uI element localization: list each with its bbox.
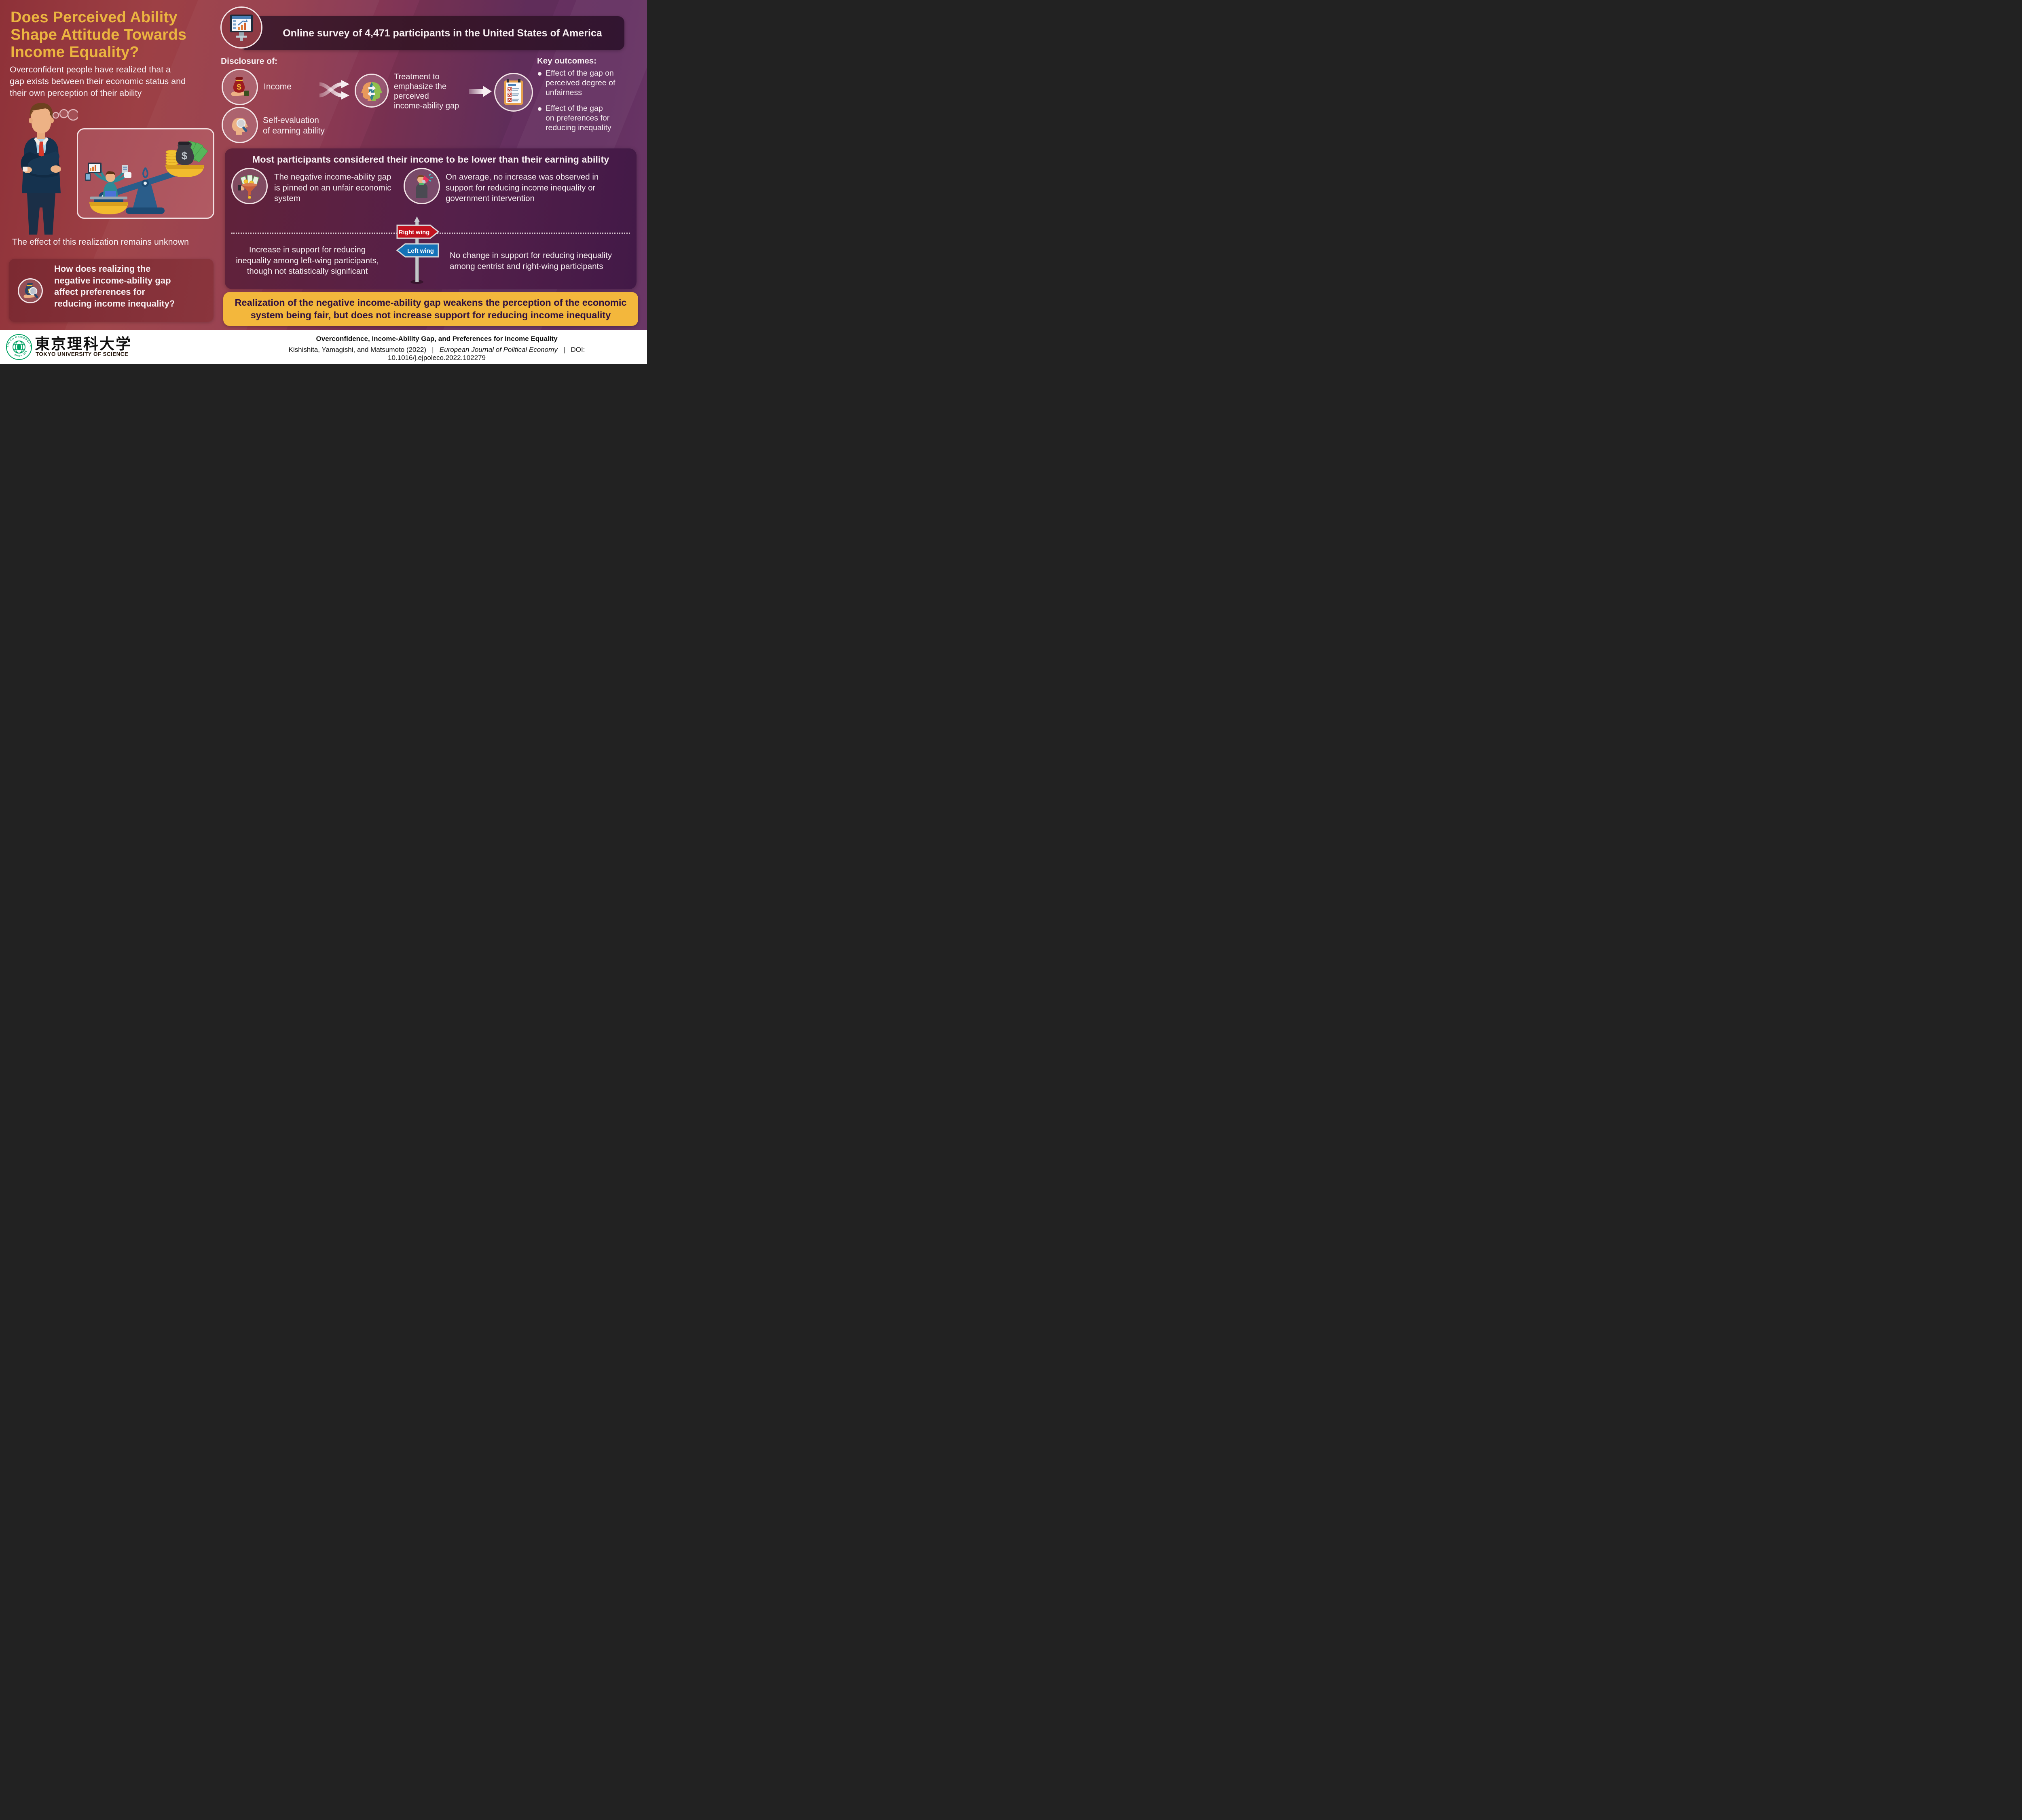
key-outcome-text: Effect of the gap on preferences for red… xyxy=(546,104,611,132)
disclosure-label: Disclosure of: xyxy=(221,57,278,66)
balance-scale-illustration: $ xyxy=(85,141,208,214)
shuffle-icon xyxy=(319,80,349,99)
survey-icon-circle xyxy=(220,6,262,49)
conclusion-text: Realization of the negative income-abili… xyxy=(235,297,627,320)
page-title: Does Perceived Ability Shape Attitude To… xyxy=(11,9,187,61)
survey-banner-text: Online survey of 4,471 participants in t… xyxy=(283,27,602,39)
separator: | xyxy=(563,346,565,353)
findings-panel: Most participants considered their incom… xyxy=(225,148,637,289)
findings-headline: Most participants considered their incom… xyxy=(252,154,609,165)
two-heads-icon xyxy=(361,82,382,101)
unfair-system-icon-circle xyxy=(231,168,268,204)
bullet-dot xyxy=(538,72,541,76)
footer: TOKYO UNIVERSITY OF SCIENCE since 1881 東… xyxy=(0,330,647,364)
left-wing-sign-label: Left wing xyxy=(407,248,434,254)
outcomes-icon-circle xyxy=(494,73,533,112)
funnel-money-icon xyxy=(238,175,259,199)
head-magnifier-icon xyxy=(232,117,248,135)
money-bag-icon: $ xyxy=(231,77,249,96)
question-icon-circle: $ xyxy=(18,278,43,303)
treatment-icon-circle xyxy=(355,74,389,108)
key-outcome-item: Effect of the gap on preferences for red… xyxy=(538,104,639,133)
journal-name: European Journal of Political Economy xyxy=(439,346,558,353)
right-wing-sign: Right wing xyxy=(396,224,440,239)
citation-line: Kishishita, Yamagishi, and Matsumoto (20… xyxy=(251,346,623,362)
survey-banner: Online survey of 4,471 participants in t… xyxy=(240,16,624,50)
realization-note: The effect of this realization remains u… xyxy=(12,237,189,247)
thought-bubbles-icon xyxy=(52,109,78,121)
left-wing-sign: Left wing xyxy=(396,243,439,258)
university-name-latin: TOKYO UNIVERSITY OF SCIENCE xyxy=(36,351,129,357)
key-outcomes-label: Key outcomes: xyxy=(537,56,596,66)
svg-text:$: $ xyxy=(237,83,241,92)
monitor-chart-icon xyxy=(230,15,253,41)
megaphone-man-icon xyxy=(416,174,433,198)
money-pile-icon: $ xyxy=(165,141,208,166)
separator: | xyxy=(432,346,434,353)
authors: Kishishita, Yamagishi, and Matsumoto (20… xyxy=(288,346,427,353)
signpost-icon: Right wing Left wing xyxy=(396,216,440,284)
research-question: How does realizing the negative income-a… xyxy=(54,264,175,309)
no-increase-icon-circle xyxy=(404,168,440,204)
key-outcome-item: Effect of the gap on perceived degree of… xyxy=(538,69,639,97)
finding-3-text: Increase in support for reducing inequal… xyxy=(236,245,379,276)
tus-seal-logo: TOKYO UNIVERSITY OF SCIENCE since 1881 xyxy=(6,334,32,360)
svg-text:$: $ xyxy=(182,150,188,162)
multitasking-worker-icon xyxy=(85,163,131,203)
treatment-text: Treatment to emphasize the perceived inc… xyxy=(394,72,459,110)
university-name-kanji: 東京理科大学 xyxy=(35,336,132,352)
balance-scale-panel: $ xyxy=(77,128,214,219)
finding-1-text: The negative income-ability gap is pinne… xyxy=(274,172,391,203)
paper-title: Overconfidence, Income-Ability Gap, and … xyxy=(316,335,558,343)
finding-2-text: On average, no increase was observed in … xyxy=(446,172,599,203)
citation-block: Overconfidence, Income-Ability Gap, and … xyxy=(251,335,623,362)
money-bag-magnifier-icon: $ xyxy=(23,283,38,298)
right-wing-sign-label: Right wing xyxy=(399,229,430,236)
key-outcome-text: Effect of the gap on perceived degree of… xyxy=(546,69,615,97)
bullet-dot xyxy=(538,107,541,111)
flow-arrow-icon xyxy=(469,86,492,97)
doi: DOI: 10.1016/j.ejpoleco.2022.102279 xyxy=(388,346,585,362)
finding-4-text: No change in support for reducing inequa… xyxy=(450,251,612,271)
income-icon-circle: $ xyxy=(222,69,258,105)
self-evaluation-label: Self-evaluation of earning ability xyxy=(263,116,325,135)
clipboard-checklist-icon xyxy=(504,79,523,105)
income-label: Income xyxy=(264,82,292,91)
businessman-illustration xyxy=(21,103,78,235)
conclusion-banner: Realization of the negative income-abili… xyxy=(223,292,638,326)
self-evaluation-icon-circle xyxy=(222,107,258,143)
research-question-panel: $ How does realizing the negative income… xyxy=(9,259,214,322)
intro-paragraph: Overconfident people have realized that … xyxy=(10,65,186,98)
infographic-page: Does Perceived Ability Shape Attitude To… xyxy=(0,0,647,364)
